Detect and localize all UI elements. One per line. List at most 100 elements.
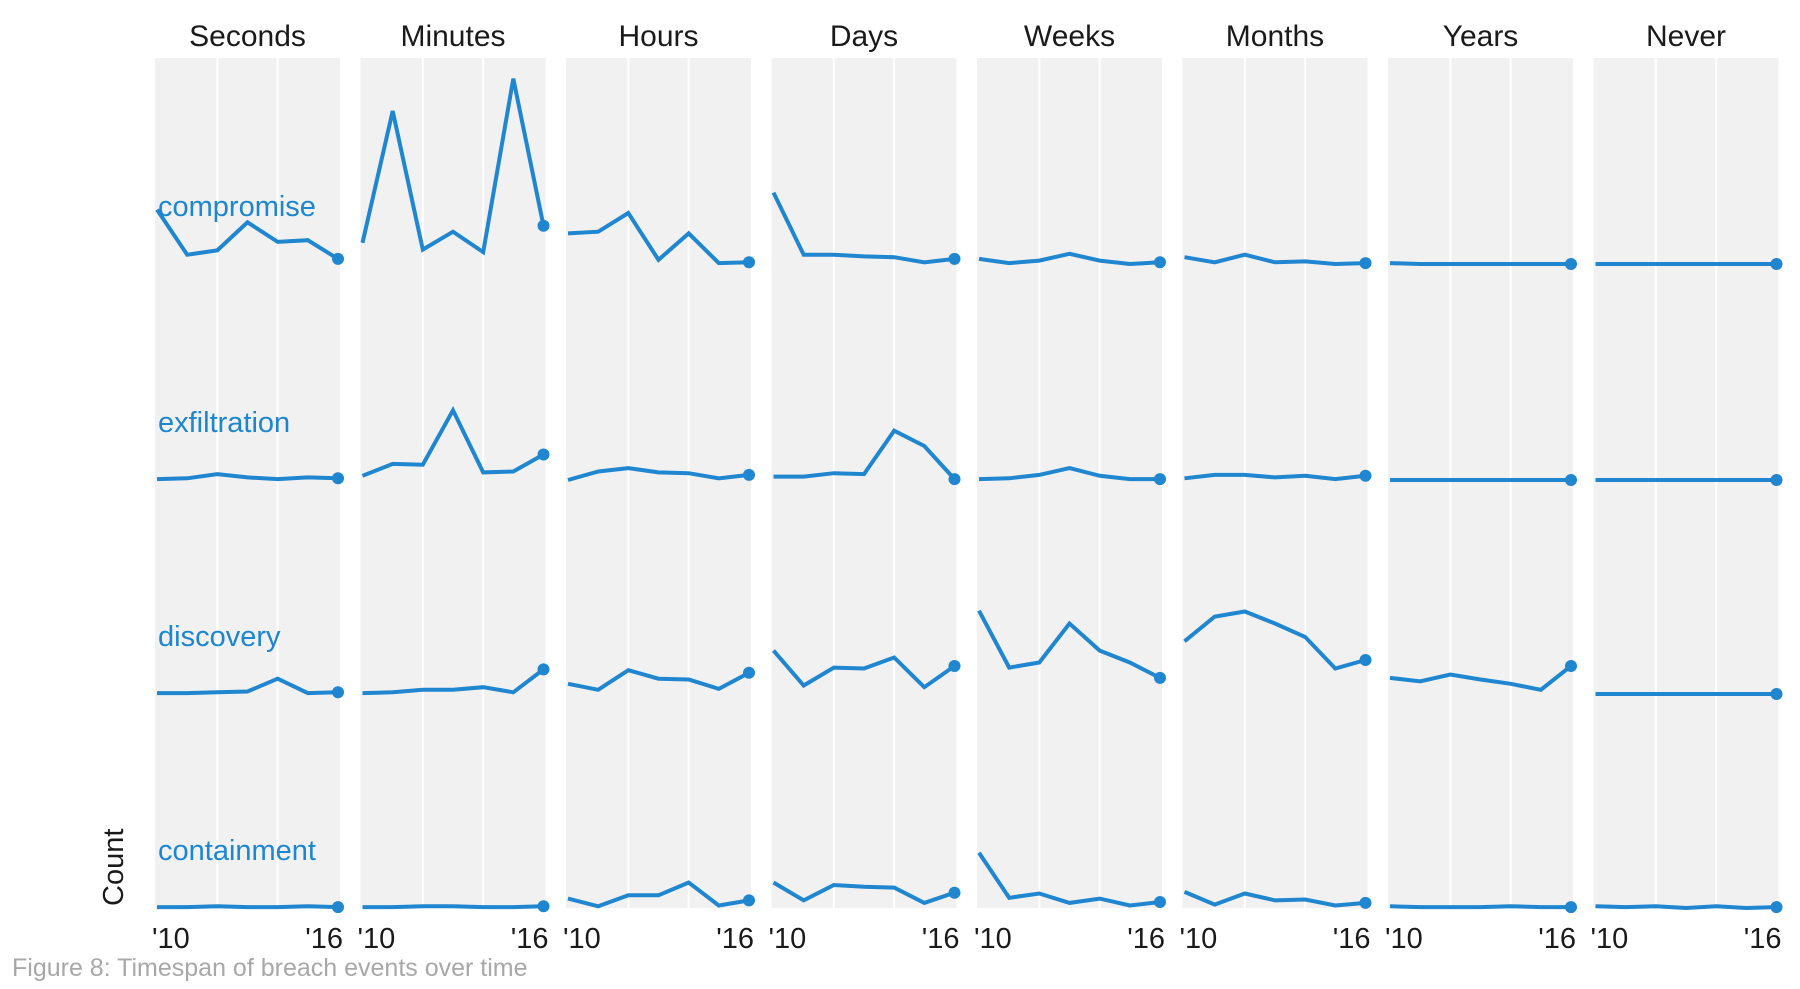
figure-caption: Figure 8: Timespan of breach events over…: [12, 954, 528, 982]
x-tick-years-end: '16: [1538, 923, 1576, 955]
x-tick-days-end: '16: [922, 923, 960, 955]
end-point-containment-days: [948, 886, 961, 899]
end-point-discovery-minutes: [537, 663, 550, 676]
end-point-compromise-weeks: [1154, 256, 1166, 269]
series-line-compromise-seconds: [155, 208, 340, 261]
panel-days: [771, 58, 957, 908]
x-tick-never-end: '16: [1744, 923, 1782, 955]
end-point-compromise-years: [1565, 258, 1577, 270]
end-point-containment-months: [1359, 896, 1372, 909]
series-line-compromise-days: [771, 191, 955, 265]
x-tick-days-start: '10: [769, 923, 807, 955]
series-line-discovery-hours: [567, 668, 750, 692]
x-tick-minutes-start: '10: [358, 923, 396, 955]
end-point-exfiltration-months: [1359, 469, 1372, 482]
column-titles: Seconds Minutes Hours Days Weeks Months Years N…: [189, 20, 1726, 53]
series-line-discovery-weeks: [977, 609, 1161, 680]
series-line-containment-never: [1595, 904, 1777, 911]
end-point-containment-years: [1565, 901, 1577, 914]
series-line-containment-weeks: [977, 851, 1161, 908]
end-point-containment-minutes: [537, 900, 550, 913]
panel-months: [1182, 58, 1368, 908]
panel-weeks: [977, 58, 1162, 908]
column-title-hours: Hours: [618, 20, 698, 53]
series-line-containment-hours: [567, 880, 750, 909]
series-line-exfiltration-seconds: [156, 472, 339, 482]
series-line-containment-days: [772, 880, 956, 906]
series-line-containment-minutes: [362, 904, 544, 910]
column-title-months: Months: [1226, 20, 1324, 53]
column-title-seconds: Seconds: [189, 20, 306, 53]
panel-hours: [566, 58, 751, 908]
end-point-discovery-hours: [743, 666, 755, 679]
x-tick-months-end: '16: [1333, 923, 1371, 955]
end-point-exfiltration-years: [1565, 474, 1577, 486]
panel-grid: [155, 58, 1779, 908]
series-line-compromise-years: [1389, 261, 1571, 266]
series-line-exfiltration-weeks: [978, 466, 1160, 482]
panel-seconds: [155, 58, 340, 908]
panel-years: [1388, 58, 1573, 908]
x-tick-minutes-end: '16: [511, 923, 549, 955]
row-label-containment: containment: [158, 835, 316, 867]
y-axis-label: Count: [98, 829, 130, 906]
end-point-compromise-months: [1359, 257, 1372, 270]
series-line-discovery-days: [771, 649, 956, 690]
x-tick-labels: '10 '16 '10 '16 '10 '16 '10 '16 '10 '16 '10 '16 '10 '…: [152, 923, 1782, 955]
series-line-exfiltration-days: [773, 428, 956, 481]
x-tick-weeks-end: '16: [1127, 923, 1165, 955]
row-label-compromise: compromise: [158, 191, 316, 223]
series-layer: [155, 78, 1783, 914]
series-line-discovery-minutes: [362, 667, 545, 696]
x-tick-hours-end: '16: [716, 923, 754, 955]
row-label-exfiltration: exfiltration: [158, 407, 290, 439]
end-point-compromise-hours: [743, 256, 755, 269]
column-title-minutes: Minutes: [400, 20, 505, 53]
series-line-compromise-months: [1184, 252, 1366, 267]
panel-never: [1593, 58, 1779, 908]
row-labels: compromise exfiltration discovery containme…: [158, 191, 316, 867]
end-point-compromise-never: [1770, 258, 1783, 270]
series-line-exfiltration-minutes: [361, 405, 545, 478]
end-point-discovery-days: [948, 660, 961, 672]
end-point-exfiltration-seconds: [332, 472, 344, 485]
x-tick-weeks-start: '10: [974, 923, 1012, 955]
end-point-compromise-minutes: [537, 219, 550, 232]
series-line-containment-seconds: [157, 904, 339, 910]
end-point-exfiltration-minutes: [537, 448, 550, 461]
series-line-compromise-hours: [567, 210, 750, 266]
series-line-exfiltration-months: [1184, 472, 1366, 482]
series-line-discovery-months: [1183, 609, 1367, 671]
end-point-exfiltration-days: [948, 473, 961, 486]
x-tick-years-start: '10: [1385, 923, 1423, 955]
x-tick-seconds-start: '10: [152, 923, 190, 955]
row-label-discovery: discovery: [158, 621, 281, 653]
panel-minutes: [360, 58, 546, 908]
series-line-containment-years: [1389, 904, 1571, 910]
end-point-containment-never: [1770, 901, 1783, 914]
end-point-exfiltration-never: [1770, 474, 1783, 486]
end-point-discovery-years: [1565, 660, 1577, 672]
series-line-compromise-weeks: [978, 251, 1161, 267]
x-tick-seconds-end: '16: [305, 923, 343, 955]
series-line-containment-months: [1183, 890, 1366, 908]
x-tick-months-start: '10: [1180, 923, 1218, 955]
end-point-discovery-never: [1770, 688, 1783, 700]
series-line-exfiltration-hours: [567, 466, 750, 482]
column-title-years: Years: [1443, 20, 1519, 53]
end-point-compromise-days: [948, 252, 961, 265]
end-point-containment-hours: [743, 894, 755, 907]
end-point-discovery-seconds: [332, 686, 344, 699]
column-title-never: Never: [1646, 20, 1726, 53]
end-point-exfiltration-hours: [743, 468, 755, 481]
end-point-discovery-months: [1359, 654, 1372, 666]
series-line-discovery-seconds: [157, 676, 339, 696]
x-tick-never-start: '10: [1591, 923, 1629, 955]
end-point-containment-seconds: [332, 901, 344, 914]
end-point-discovery-weeks: [1154, 671, 1166, 684]
end-point-compromise-seconds: [332, 252, 344, 265]
x-tick-hours-start: '10: [563, 923, 601, 955]
series-line-discovery-years: [1389, 664, 1573, 692]
column-title-days: Days: [830, 20, 898, 53]
